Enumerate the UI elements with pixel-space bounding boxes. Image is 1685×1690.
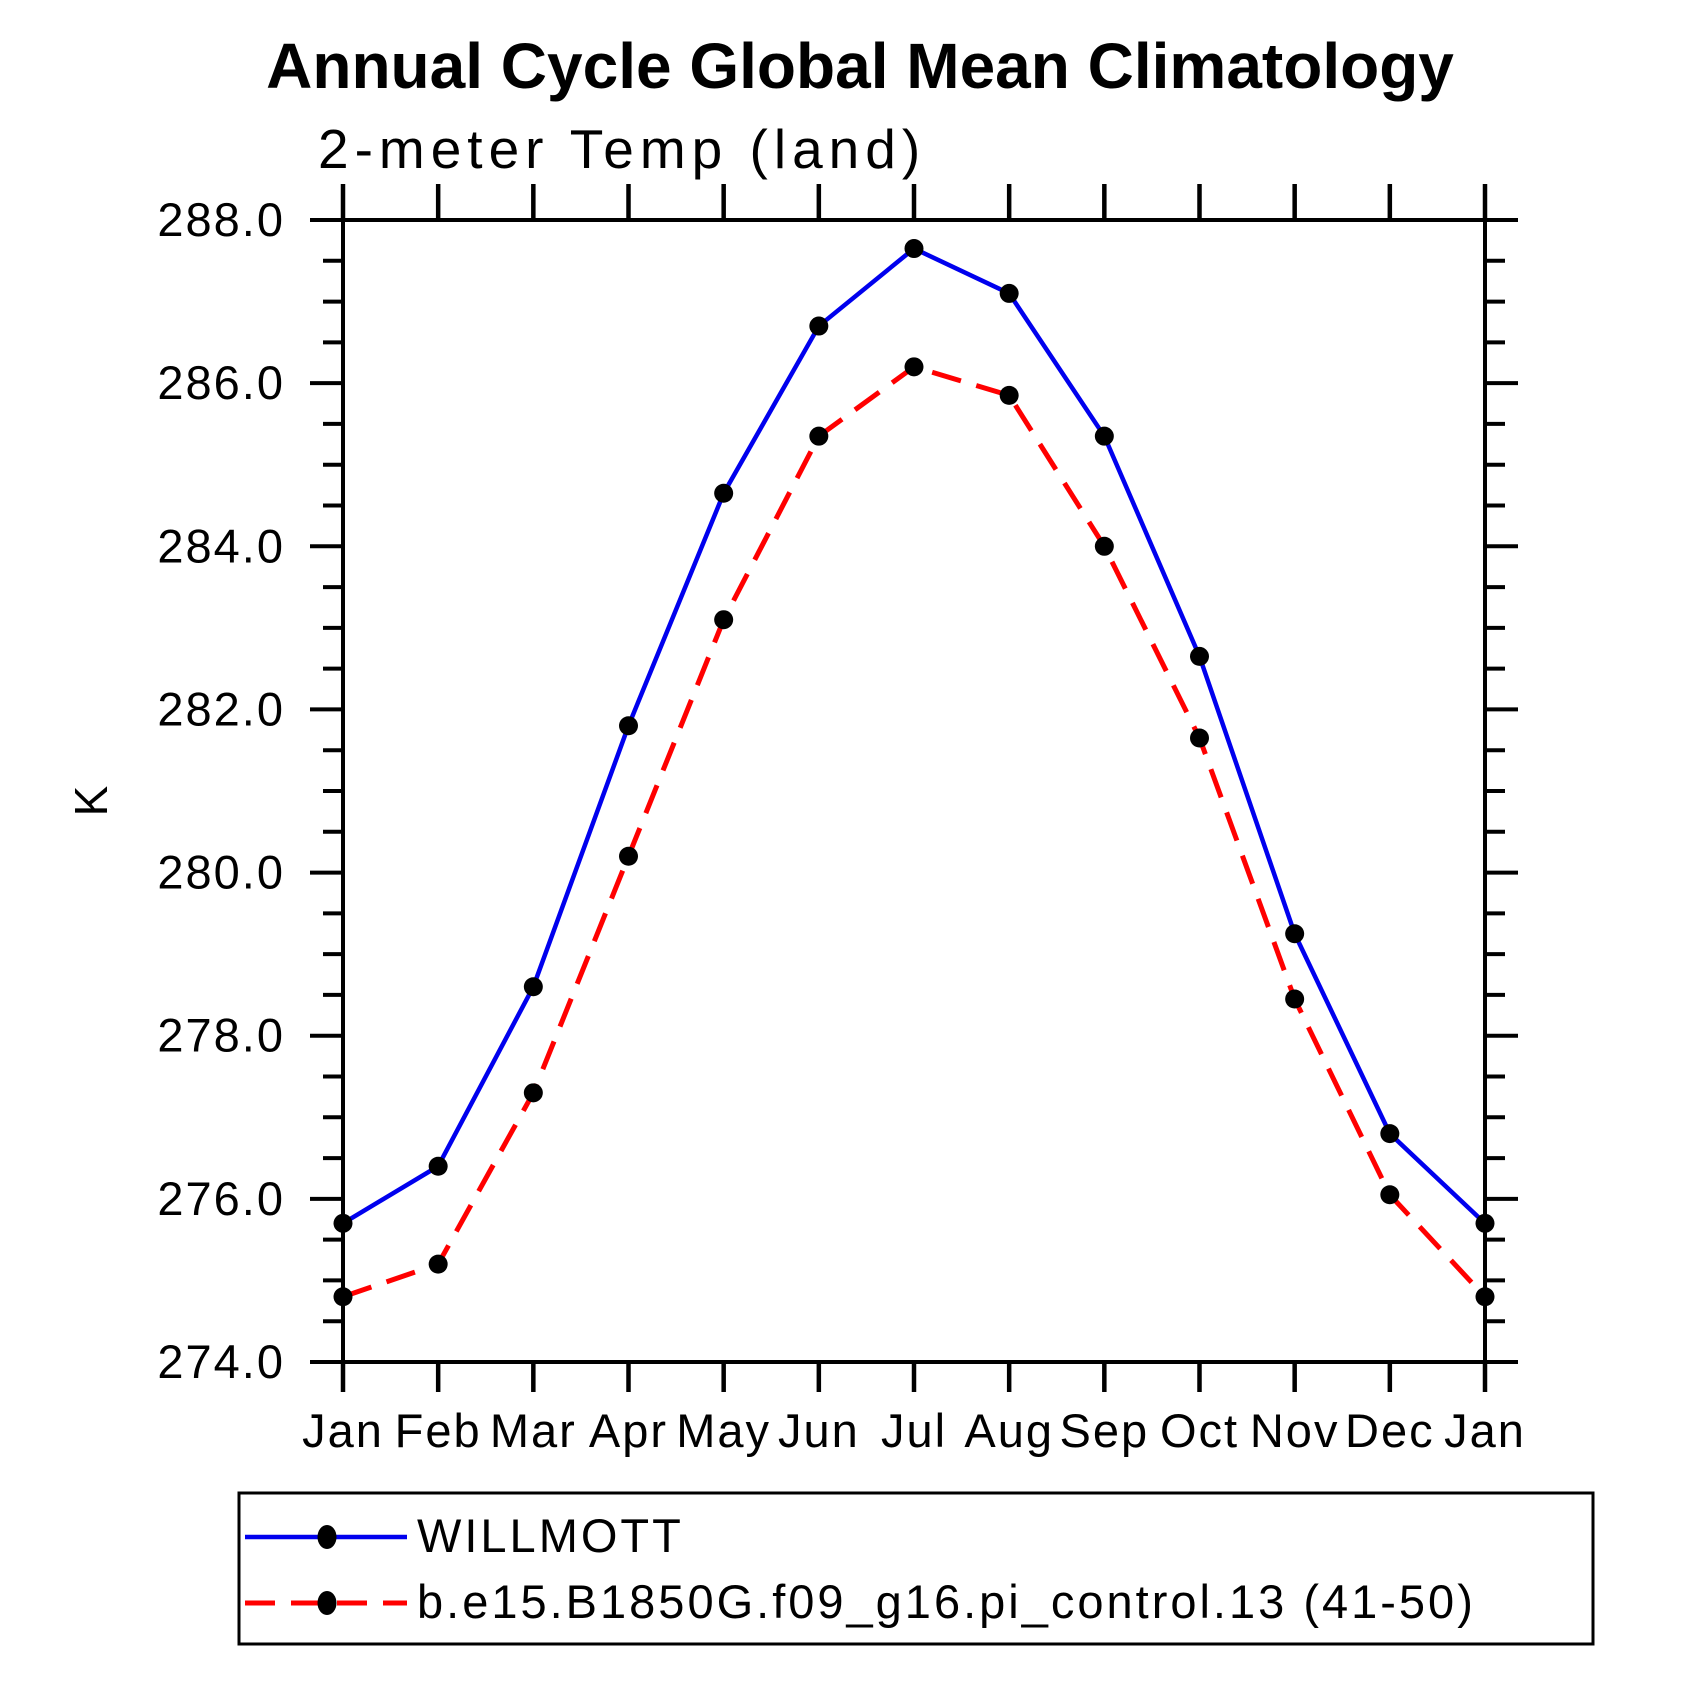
legend-box [237, 1491, 1595, 1646]
data-point-marker [333, 1287, 353, 1307]
x-tick-label: Jun [778, 1404, 860, 1457]
x-tick-label: Jan [1444, 1404, 1526, 1457]
y-axis-title: K [65, 784, 117, 817]
legend-marker-model [317, 1591, 337, 1615]
y-tick-label: 280.0 [157, 846, 285, 899]
axis-ticks [310, 184, 1518, 1392]
series-line-1 [342, 364, 1487, 1300]
data-point-marker [809, 316, 829, 336]
data-point-marker [904, 239, 924, 259]
data-point-marker [1475, 1213, 1495, 1233]
plot-frame [341, 218, 1487, 1364]
x-tick-label: Nov [1250, 1404, 1340, 1457]
data-point-marker [619, 716, 638, 736]
data-point-marker [714, 483, 734, 503]
y-tick-label: 288.0 [157, 193, 285, 246]
data-point-marker [904, 357, 924, 377]
data-point-marker [1094, 426, 1114, 446]
data-point-marker [809, 426, 829, 446]
x-tick-label: Sep [1060, 1404, 1150, 1457]
x-axis-tick-labels: Jan Feb Mar Apr May Jun Jul Aug Sep Oct Nov Dec Jan [302, 1404, 1526, 1457]
x-tick-label: Oct [1160, 1404, 1239, 1457]
data-point-marker [999, 283, 1019, 303]
data-point-marker [523, 977, 543, 997]
data-point-marker [428, 1156, 448, 1176]
data-point-marker [714, 610, 734, 630]
y-tick-label: 276.0 [157, 1172, 285, 1225]
data-point-marker [999, 385, 1019, 405]
data-point-marker [1285, 989, 1305, 1009]
data-point-marker [333, 1213, 353, 1233]
data-point-marker [1094, 536, 1114, 556]
data-point-marker [1380, 1185, 1400, 1205]
legend-marker-willmott [317, 1525, 337, 1549]
y-tick-label: 284.0 [157, 519, 285, 572]
series-line-0 [341, 245, 1487, 1226]
x-tick-label: Apr [589, 1404, 668, 1457]
legend-label-model: b.e15.B1850G.f09_g16.pi_control.13 (41-5… [417, 1575, 1476, 1628]
data-point-marker [1380, 1124, 1400, 1144]
y-tick-label: 286.0 [157, 356, 285, 409]
data-point-marker [1285, 924, 1305, 944]
data-point-marker [1475, 1287, 1495, 1307]
x-tick-label: Dec [1345, 1404, 1435, 1457]
y-axis-tick-labels: 274.0 276.0 278.0 280.0 282.0 284.0 286.0 288.0 [157, 193, 285, 1388]
y-tick-label: 282.0 [157, 682, 285, 735]
x-tick-label: May [676, 1404, 771, 1457]
x-tick-label: Feb [395, 1404, 482, 1457]
y-tick-label: 278.0 [157, 1009, 285, 1062]
data-point-marker [523, 1083, 543, 1103]
y-tick-label: 274.0 [157, 1335, 285, 1388]
data-point-marker [1190, 646, 1209, 666]
data-point-marker [428, 1254, 448, 1274]
x-tick-label: Mar [490, 1404, 577, 1457]
data-point-marker [1190, 728, 1209, 748]
x-tick-label: Aug [964, 1404, 1054, 1457]
chart-subtitle: 2-meter Temp (land) [318, 118, 926, 180]
legend: WILLMOTT b.e15.B1850G.f09_g16.pi_control… [237, 1491, 1595, 1646]
data-point-marker [619, 846, 638, 866]
plot-frame-rect [341, 218, 1487, 1364]
x-tick-label: Jan [302, 1404, 384, 1457]
x-tick-label: Jul [881, 1404, 947, 1457]
data-series [341, 245, 1487, 1300]
data-point-markers [333, 239, 1495, 1307]
legend-label-willmott: WILLMOTT [417, 1509, 684, 1562]
chart-title: Annual Cycle Global Mean Climatology [266, 30, 1454, 102]
